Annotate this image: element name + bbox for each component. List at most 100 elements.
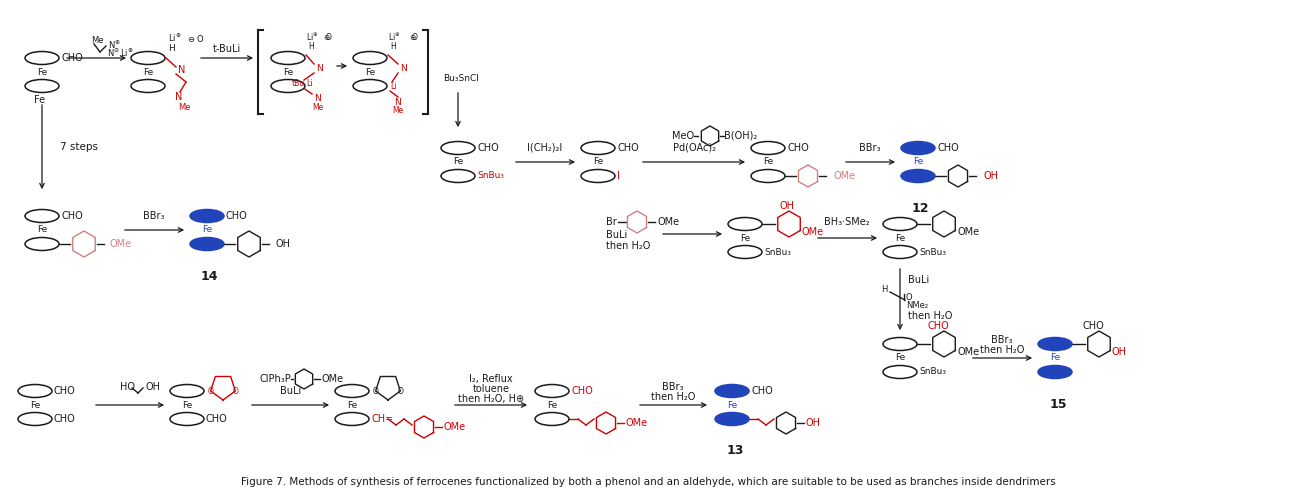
Ellipse shape bbox=[18, 385, 52, 398]
Text: Fe: Fe bbox=[592, 157, 603, 166]
Text: Me: Me bbox=[178, 102, 191, 112]
Text: toluene: toluene bbox=[473, 384, 509, 394]
Text: OMe: OMe bbox=[802, 227, 824, 237]
Text: Li: Li bbox=[306, 79, 312, 88]
Text: O: O bbox=[373, 387, 378, 396]
Ellipse shape bbox=[1038, 338, 1072, 350]
Text: Li$^{\oplus}$: Li$^{\oplus}$ bbox=[306, 31, 319, 43]
Ellipse shape bbox=[18, 412, 52, 426]
Ellipse shape bbox=[883, 366, 918, 378]
Text: CHO: CHO bbox=[750, 386, 772, 396]
Ellipse shape bbox=[581, 170, 616, 183]
Text: OH: OH bbox=[275, 239, 290, 249]
Text: HO: HO bbox=[121, 382, 135, 392]
Text: $\rm\ominus$: $\rm\ominus$ bbox=[408, 32, 417, 41]
Text: Fe: Fe bbox=[740, 234, 750, 243]
Text: Me: Me bbox=[312, 102, 323, 112]
Text: SnBu₃: SnBu₃ bbox=[765, 247, 791, 256]
Text: NMe₂: NMe₂ bbox=[906, 302, 928, 310]
Text: O: O bbox=[906, 293, 912, 302]
Text: Fe: Fe bbox=[763, 157, 774, 166]
Text: N: N bbox=[314, 93, 320, 102]
Text: then H₂O: then H₂O bbox=[980, 345, 1024, 355]
Text: OH: OH bbox=[145, 382, 159, 392]
Text: BuLi: BuLi bbox=[908, 275, 929, 285]
Text: O: O bbox=[412, 32, 417, 41]
Text: t-BuLi: t-BuLi bbox=[213, 44, 241, 54]
Ellipse shape bbox=[535, 385, 569, 398]
Text: CHO: CHO bbox=[787, 143, 809, 153]
Text: H: H bbox=[881, 285, 888, 295]
Text: Pd(OAc)₂: Pd(OAc)₂ bbox=[673, 143, 715, 153]
Text: then H₂O: then H₂O bbox=[908, 311, 953, 321]
Text: $\rm N^{\oplus}$: $\rm N^{\oplus}$ bbox=[108, 39, 121, 51]
Ellipse shape bbox=[901, 170, 934, 183]
Text: OH: OH bbox=[982, 171, 998, 181]
Text: Fe: Fe bbox=[912, 157, 923, 166]
Text: OMe: OMe bbox=[658, 217, 680, 227]
Text: H: H bbox=[390, 41, 395, 51]
Text: then H₂O, H⊕: then H₂O, H⊕ bbox=[457, 394, 524, 404]
Ellipse shape bbox=[883, 338, 918, 350]
Text: OMe: OMe bbox=[321, 374, 345, 384]
Text: Li$^{\oplus}$: Li$^{\oplus}$ bbox=[388, 31, 400, 43]
Text: Fe: Fe bbox=[202, 225, 213, 235]
Text: Fe: Fe bbox=[727, 400, 737, 409]
Text: Fe: Fe bbox=[35, 95, 45, 105]
Ellipse shape bbox=[441, 142, 476, 154]
Text: O: O bbox=[207, 387, 214, 396]
Text: then H₂O: then H₂O bbox=[607, 241, 651, 251]
Text: I: I bbox=[617, 171, 619, 181]
Text: Fe: Fe bbox=[36, 67, 47, 76]
Text: Fe: Fe bbox=[143, 67, 153, 76]
Text: OMe: OMe bbox=[956, 227, 978, 237]
Text: CHO: CHO bbox=[61, 53, 83, 63]
Text: BBr₃: BBr₃ bbox=[662, 382, 684, 392]
Text: BBr₃: BBr₃ bbox=[859, 143, 881, 153]
Ellipse shape bbox=[271, 52, 305, 64]
Text: MeO: MeO bbox=[671, 131, 693, 141]
Text: Br: Br bbox=[607, 217, 617, 227]
Ellipse shape bbox=[25, 210, 60, 222]
Ellipse shape bbox=[353, 52, 388, 64]
Text: Fe: Fe bbox=[30, 400, 40, 409]
Text: Fe: Fe bbox=[894, 353, 905, 363]
Ellipse shape bbox=[535, 412, 569, 426]
Ellipse shape bbox=[191, 210, 224, 222]
Text: $\rm\ominus$O: $\rm\ominus$O bbox=[187, 32, 205, 43]
Text: I(CH₂)₂I: I(CH₂)₂I bbox=[527, 143, 562, 153]
Text: 12: 12 bbox=[911, 202, 929, 215]
Text: N: N bbox=[178, 65, 185, 75]
Text: I₂, Reflux: I₂, Reflux bbox=[469, 374, 513, 384]
Ellipse shape bbox=[750, 142, 785, 154]
Text: Fe: Fe bbox=[283, 67, 293, 76]
Ellipse shape bbox=[191, 238, 224, 250]
Text: Fe: Fe bbox=[1050, 353, 1060, 363]
Text: Li$^{\oplus}$: Li$^{\oplus}$ bbox=[121, 47, 133, 59]
Text: 14: 14 bbox=[201, 270, 218, 282]
Text: Li: Li bbox=[390, 82, 397, 91]
Text: O: O bbox=[398, 387, 403, 396]
Text: O: O bbox=[327, 32, 332, 41]
Text: Fe: Fe bbox=[36, 225, 47, 235]
Text: H: H bbox=[308, 41, 314, 51]
Text: Li$^{\oplus}$: Li$^{\oplus}$ bbox=[168, 32, 181, 44]
Text: OH: OH bbox=[779, 201, 794, 211]
Text: CHO: CHO bbox=[617, 143, 639, 153]
Ellipse shape bbox=[353, 80, 388, 92]
Text: Me: Me bbox=[391, 105, 403, 115]
Ellipse shape bbox=[131, 80, 165, 92]
Text: ClPh₃P: ClPh₃P bbox=[259, 374, 292, 384]
Text: CHO: CHO bbox=[477, 143, 499, 153]
Text: then H₂O: then H₂O bbox=[651, 392, 695, 402]
Text: CHO: CHO bbox=[61, 211, 83, 221]
Text: Fe: Fe bbox=[181, 400, 192, 409]
Ellipse shape bbox=[131, 52, 165, 64]
Text: Fe: Fe bbox=[452, 157, 463, 166]
Text: SnBu₃: SnBu₃ bbox=[919, 368, 946, 376]
Text: tBu: tBu bbox=[292, 79, 305, 88]
Ellipse shape bbox=[728, 217, 762, 230]
Text: CHO: CHO bbox=[226, 211, 248, 221]
Text: CH=: CH= bbox=[371, 414, 393, 424]
Ellipse shape bbox=[271, 80, 305, 92]
